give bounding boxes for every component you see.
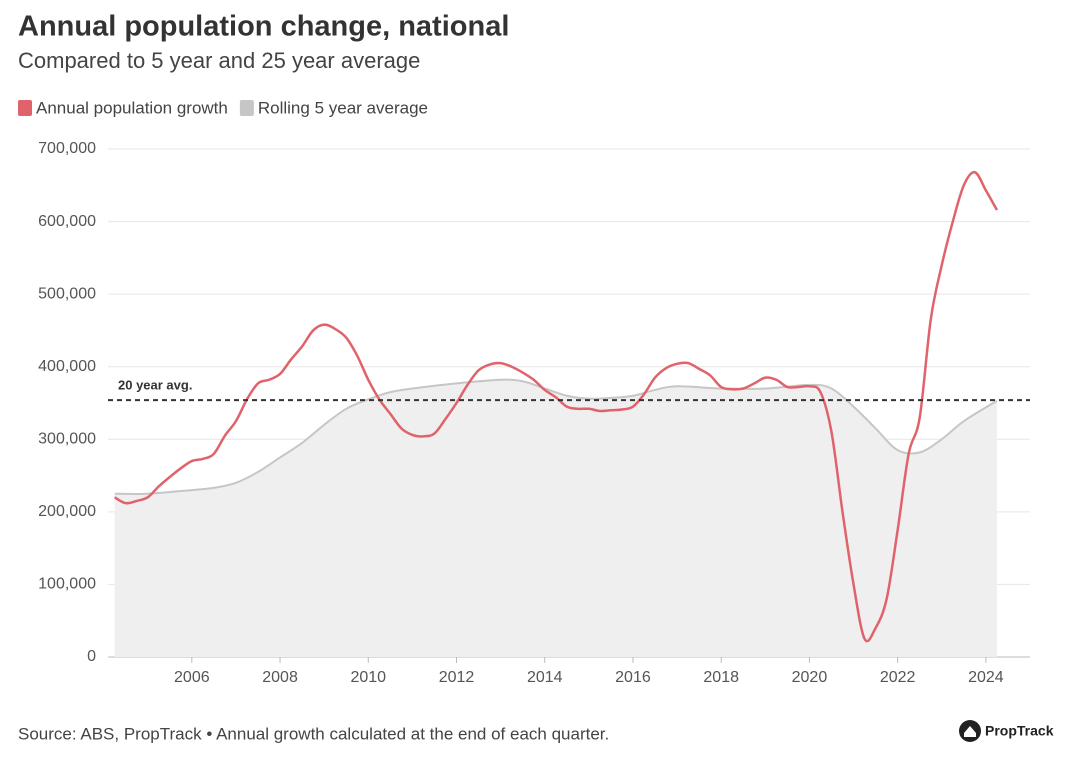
x-tick-label: 2022 (880, 669, 916, 686)
x-tick-label: 2024 (968, 669, 1004, 686)
y-tick-label: 500,000 (38, 285, 96, 302)
y-tick-label: 100,000 (38, 576, 96, 593)
brand-name: PropTrack (985, 723, 1054, 739)
brand-icon-house (964, 726, 976, 737)
chart-subtitle: Compared to 5 year and 25 year average (18, 48, 420, 73)
y-tick-label: 700,000 (38, 140, 96, 157)
y-tick-label: 400,000 (38, 358, 96, 375)
x-tick-label: 2010 (350, 669, 386, 686)
legend-swatch (18, 100, 32, 116)
x-tick-label: 2018 (703, 669, 739, 686)
x-tick-label: 2014 (527, 669, 563, 686)
y-tick-label: 600,000 (38, 213, 96, 230)
y-tick-label: 200,000 (38, 503, 96, 520)
chart-title: Annual population change, national (18, 11, 509, 43)
area (114, 379, 997, 657)
y-tick-label: 0 (87, 648, 96, 665)
legend-label: Annual population growth (36, 98, 228, 117)
x-tick-label: 2008 (262, 669, 298, 686)
legend-label: Rolling 5 year average (258, 98, 428, 117)
legend-swatch (239, 100, 254, 116)
x-tick-label: 2016 (615, 669, 651, 686)
area-line (114, 378, 998, 495)
x-tick-label: 2006 (174, 669, 210, 686)
source-note: Source: ABS, PropTrack • Annual growth c… (18, 724, 609, 743)
reference-label: 20 year avg. (118, 378, 192, 393)
x-tick-label: 2012 (439, 669, 475, 686)
x-tick-label: 2020 (792, 669, 828, 686)
y-tick-label: 300,000 (38, 431, 96, 448)
